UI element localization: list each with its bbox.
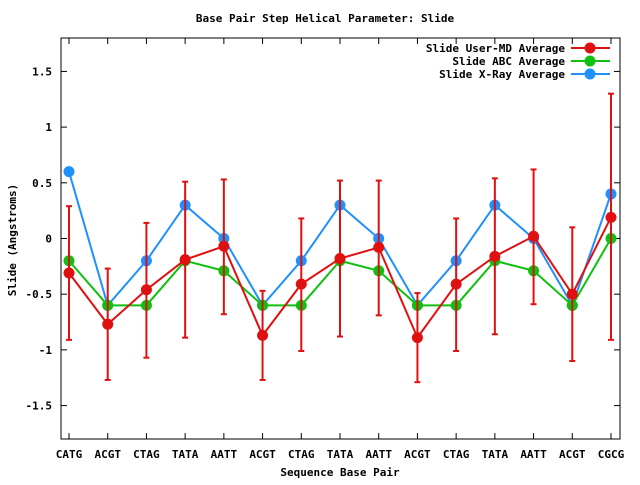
data-point	[334, 253, 346, 265]
data-point	[63, 166, 75, 178]
x-tick-label: AATT	[520, 448, 547, 461]
y-axis-label: Slide (Angstroms)	[6, 184, 19, 297]
legend-label: Slide User-MD Average	[426, 42, 565, 55]
legend-swatch-marker	[584, 68, 596, 80]
data-point	[528, 230, 540, 242]
y-tick-label: 0.5	[32, 177, 52, 190]
legend-label: Slide X-Ray Average	[439, 68, 565, 81]
data-point	[489, 250, 501, 262]
data-point	[257, 329, 269, 341]
x-tick-label: CTAG	[133, 448, 160, 461]
data-point	[605, 211, 617, 223]
legend-swatch-marker	[584, 55, 596, 67]
data-point	[63, 267, 75, 279]
x-axis-label: Sequence Base Pair	[280, 466, 400, 479]
series-layer	[63, 92, 617, 384]
x-tick-label: ACGT	[94, 448, 121, 461]
y-tick-label: -1	[39, 344, 53, 357]
data-point	[179, 254, 191, 266]
x-tick-label: AATT	[365, 448, 392, 461]
data-point	[218, 240, 230, 252]
y-tick-label: -0.5	[26, 288, 53, 301]
data-point	[295, 278, 307, 290]
x-tick-label: AATT	[211, 448, 238, 461]
x-tick-label: TATA	[482, 448, 509, 461]
y-tick-label: 0	[45, 233, 52, 246]
data-point	[102, 318, 114, 330]
chart-title: Base Pair Step Helical Parameter: Slide	[196, 12, 455, 25]
x-tick-label: ACGT	[559, 448, 586, 461]
data-point	[140, 284, 152, 296]
legend-label: Slide ABC Average	[452, 55, 565, 68]
x-axis: CATG ACGT CTAG TATA AATT ACGT CTAG TATA AATT ACGT…	[56, 38, 625, 461]
x-tick-label: CTAG	[288, 448, 315, 461]
y-tick-label: 1.5	[32, 65, 52, 78]
x-tick-label: TATA	[327, 448, 354, 461]
y-tick-label: -1.5	[26, 400, 53, 413]
legend-swatch-marker	[584, 42, 596, 54]
series-1	[63, 92, 617, 384]
x-tick-label: CATG	[56, 448, 83, 461]
x-tick-label: CGCG	[598, 448, 625, 461]
x-tick-label: ACGT	[249, 448, 276, 461]
data-point	[411, 332, 423, 344]
x-tick-label: TATA	[172, 448, 199, 461]
y-tick-label: 1	[45, 121, 52, 134]
y-axis: 1.5 1 0.5 0 -0.5 -1 -1.5	[26, 65, 620, 413]
data-point	[566, 288, 578, 300]
x-tick-label: ACGT	[404, 448, 431, 461]
x-tick-label: CTAG	[443, 448, 470, 461]
data-point	[373, 241, 385, 253]
data-point	[450, 278, 462, 290]
